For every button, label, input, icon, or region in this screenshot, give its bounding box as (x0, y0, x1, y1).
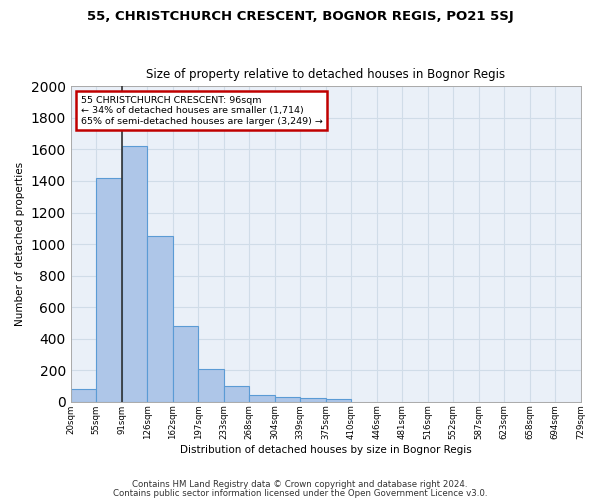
Bar (249, 395, 275, 402)
Bar (71, 389, 96, 402)
Text: Contains HM Land Registry data © Crown copyright and database right 2024.: Contains HM Land Registry data © Crown c… (132, 480, 468, 489)
Title: Size of property relative to detached houses in Bognor Regis: Size of property relative to detached ho… (146, 68, 505, 81)
Text: Contains public sector information licensed under the Open Government Licence v3: Contains public sector information licen… (113, 490, 487, 498)
Bar (275, 398, 300, 402)
Bar (326, 399, 351, 402)
Bar (147, 236, 173, 402)
Y-axis label: Number of detached properties: Number of detached properties (15, 162, 25, 326)
Text: 55, CHRISTCHURCH CRESCENT, BOGNOR REGIS, PO21 5SJ: 55, CHRISTCHURCH CRESCENT, BOGNOR REGIS,… (86, 10, 514, 23)
Bar (122, 146, 147, 402)
Bar (198, 370, 224, 402)
X-axis label: Distribution of detached houses by size in Bognor Regis: Distribution of detached houses by size … (180, 445, 472, 455)
Bar (173, 326, 198, 402)
Bar (96, 178, 122, 402)
Text: 55 CHRISTCHURCH CRESCENT: 96sqm
← 34% of detached houses are smaller (1,714)
65%: 55 CHRISTCHURCH CRESCENT: 96sqm ← 34% of… (81, 96, 323, 126)
Bar (300, 398, 326, 402)
Bar (224, 386, 249, 402)
